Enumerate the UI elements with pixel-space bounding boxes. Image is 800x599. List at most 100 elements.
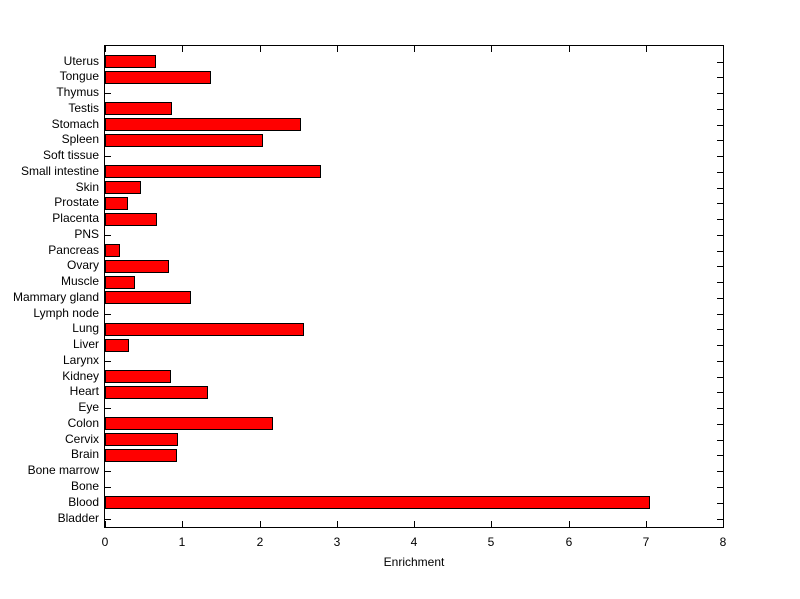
x-tick-mark-bottom: [260, 521, 261, 527]
bar-stomach: [105, 118, 301, 131]
y-axis-label: Eye: [78, 400, 99, 414]
y-axis-label: Bone marrow: [27, 463, 99, 477]
x-tick-mark-bottom: [337, 521, 338, 527]
y-tick-mark-right: [717, 314, 723, 315]
x-axis-tick-label: 1: [178, 535, 186, 549]
y-tick-mark-right: [717, 455, 723, 456]
y-tick-mark-right: [717, 329, 723, 330]
y-tick-mark-right: [717, 251, 723, 252]
y-axis-label: PNS: [74, 227, 99, 241]
bar-placenta: [105, 213, 157, 226]
x-axis-tick-label: 4: [410, 535, 418, 549]
y-tick-mark-right: [717, 424, 723, 425]
bar-pancreas: [105, 244, 120, 257]
y-axis-label: Prostate: [54, 195, 99, 209]
y-tick-mark-right: [717, 125, 723, 126]
y-axis-label: Soft tissue: [42, 148, 99, 162]
y-axis-label: Lymph node: [33, 306, 99, 320]
y-axis-label: Skin: [75, 180, 99, 194]
y-axis-label: Bladder: [57, 511, 99, 525]
y-tick-mark-right: [717, 172, 723, 173]
y-tick-mark-left: [105, 93, 111, 94]
x-axis-tick-label: 7: [642, 535, 650, 549]
y-tick-mark-left: [105, 408, 111, 409]
y-axis-label: Uterus: [63, 54, 99, 68]
x-tick-mark-top: [182, 46, 183, 52]
x-tick-mark-top: [260, 46, 261, 52]
y-tick-mark-right: [717, 266, 723, 267]
y-tick-mark-right: [717, 487, 723, 488]
bar-blood: [105, 496, 650, 509]
y-tick-mark-right: [717, 282, 723, 283]
bar-uterus: [105, 55, 156, 68]
y-axis-label: Colon: [67, 416, 99, 430]
y-axis-label: Pancreas: [48, 243, 99, 257]
y-tick-mark-left: [105, 471, 111, 472]
x-axis-tick-label: 0: [101, 535, 109, 549]
x-axis-tick-label: 3: [333, 535, 341, 549]
y-tick-mark-right: [717, 392, 723, 393]
x-tick-mark-top: [337, 46, 338, 52]
y-axis-label: Ovary: [66, 258, 99, 272]
x-tick-mark-top: [414, 46, 415, 52]
y-tick-mark-right: [717, 408, 723, 409]
bar-colon: [105, 417, 273, 430]
y-tick-mark-right: [717, 62, 723, 63]
x-tick-mark-bottom: [105, 521, 106, 527]
y-axis-label: Blood: [68, 495, 99, 509]
bar-kidney: [105, 370, 171, 383]
y-axis-label: Liver: [72, 337, 99, 351]
plot-area: [104, 45, 724, 528]
y-tick-mark-right: [717, 377, 723, 378]
bar-liver: [105, 339, 129, 352]
y-axis-label: Stomach: [51, 117, 99, 131]
bar-tongue: [105, 71, 211, 84]
y-tick-mark-right: [717, 156, 723, 157]
x-tick-mark-top: [105, 46, 106, 52]
bar-ovary: [105, 260, 169, 273]
y-axis-label: Testis: [68, 101, 99, 115]
y-tick-mark-right: [717, 219, 723, 220]
y-axis-label: Cervix: [64, 432, 99, 446]
x-tick-mark-top: [723, 46, 724, 52]
bar-cervix: [105, 433, 178, 446]
y-axis-label: Bone: [70, 479, 99, 493]
x-axis-tick-label: 2: [256, 535, 264, 549]
y-axis-label: Heart: [69, 384, 99, 398]
bar-spleen: [105, 134, 263, 147]
x-axis-tick-label: 5: [487, 535, 495, 549]
y-tick-mark-right: [717, 298, 723, 299]
y-tick-mark-left: [105, 235, 111, 236]
y-axis-label: Thymus: [56, 85, 99, 99]
bar-lung: [105, 323, 304, 336]
x-tick-mark-top: [646, 46, 647, 52]
x-tick-mark-top: [569, 46, 570, 52]
y-tick-mark-left: [105, 361, 111, 362]
y-tick-mark-right: [717, 235, 723, 236]
y-tick-mark-right: [717, 440, 723, 441]
y-axis-label: Muscle: [60, 274, 99, 288]
y-axis-label: Kidney: [62, 369, 99, 383]
bar-muscle: [105, 276, 135, 289]
y-tick-mark-right: [717, 140, 723, 141]
x-tick-mark-bottom: [723, 521, 724, 527]
y-tick-mark-right: [717, 203, 723, 204]
bar-mammary-gland: [105, 291, 191, 304]
bar-heart: [105, 386, 208, 399]
y-axis-label: Mammary gland: [12, 290, 99, 304]
y-axis-label: Spleen: [61, 132, 99, 146]
y-tick-mark-right: [717, 109, 723, 110]
y-tick-mark-right: [717, 345, 723, 346]
y-axis-label: Small intestine: [20, 164, 99, 178]
x-tick-mark-bottom: [569, 521, 570, 527]
bar-testis: [105, 102, 172, 115]
y-axis-label: Larynx: [62, 353, 99, 367]
y-tick-mark-right: [717, 93, 723, 94]
y-tick-mark-left: [105, 487, 111, 488]
y-axis-label: Lung: [72, 321, 99, 335]
bar-small-intestine: [105, 165, 321, 178]
y-tick-mark-right: [717, 188, 723, 189]
x-axis-title: Enrichment: [383, 555, 445, 569]
y-tick-mark-right: [717, 519, 723, 520]
